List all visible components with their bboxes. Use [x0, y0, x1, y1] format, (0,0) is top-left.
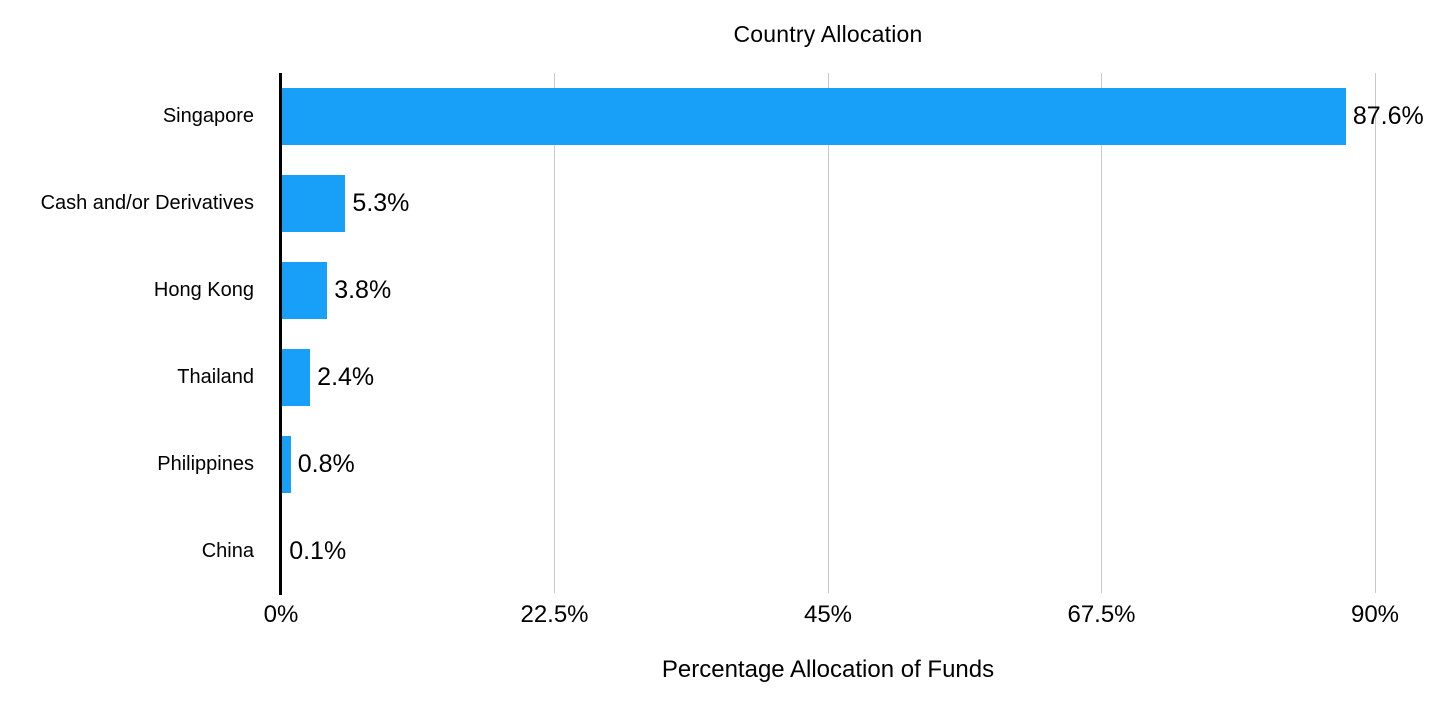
- bar-value-label: 87.6%: [1352, 102, 1424, 130]
- chart-title: Country Allocation: [733, 21, 923, 47]
- x-axis-ticks: 0% 22.5% 45% 67.5% 90%: [264, 601, 1399, 634]
- bar: [281, 88, 1346, 145]
- bar-value-label: 3.8%: [334, 276, 392, 304]
- x-axis-title: Percentage Allocation of Funds: [661, 656, 995, 683]
- bar: [281, 262, 328, 319]
- bar-value-label: 0.1%: [289, 537, 347, 565]
- bar-row: 2.4%: [281, 334, 1375, 421]
- bar-value-label: 0.8%: [297, 450, 355, 478]
- bar-value-label: 5.3%: [352, 189, 410, 217]
- category-axis: Singapore Cash and/or Derivatives Hong Kon…: [0, 73, 254, 595]
- category-label: Singapore: [162, 105, 254, 127]
- x-tick-label: 0%: [263, 601, 299, 628]
- bar-row: 0.8%: [281, 421, 1375, 508]
- plot-area: 87.6% 5.3% 3.8% 2.4% 0.8% 0.1%: [279, 73, 1424, 595]
- x-tick-label: 90%: [1350, 601, 1400, 628]
- category-label: Hong Kong: [153, 279, 254, 301]
- bar: [281, 175, 346, 232]
- gridline: [1101, 73, 1102, 593]
- bar: [281, 349, 311, 406]
- bar-row: 3.8%: [281, 247, 1375, 334]
- category-label: Thailand: [177, 366, 254, 388]
- gridline: [554, 73, 555, 593]
- x-tick-label: 22.5%: [520, 601, 589, 628]
- gridline: [827, 73, 829, 593]
- bar-row: 5.3%: [281, 160, 1375, 247]
- x-tick-label: 45%: [803, 601, 853, 628]
- category-label: China: [201, 540, 254, 562]
- bar: [281, 436, 291, 493]
- gridline: [1374, 73, 1376, 593]
- category-label: Cash and/or Derivatives: [40, 192, 254, 214]
- category-label: Philippines: [157, 453, 254, 475]
- bar-rows: 87.6% 5.3% 3.8% 2.4% 0.8% 0.1%: [281, 73, 1424, 595]
- x-tick-label: 67.5%: [1067, 601, 1136, 628]
- bar-row: 87.6%: [281, 73, 1424, 160]
- bar-row: 0.1%: [281, 508, 1375, 595]
- y-axis-line: [279, 73, 282, 595]
- bar-value-label: 2.4%: [317, 363, 375, 391]
